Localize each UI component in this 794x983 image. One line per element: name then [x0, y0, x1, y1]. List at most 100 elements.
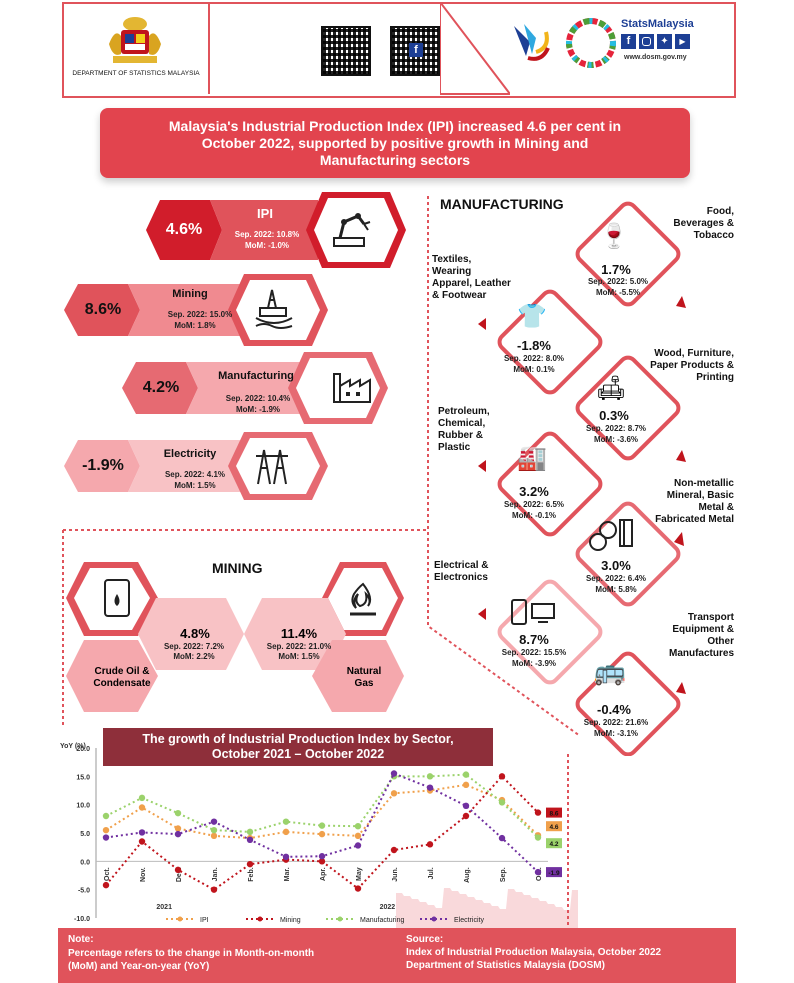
twitter-icon[interactable]: ✦: [657, 34, 672, 49]
brand-name: StatsMalaysia: [621, 18, 694, 30]
data-point: [498, 799, 506, 806]
ipi-title: IPI: [257, 206, 273, 221]
data-point: [354, 823, 362, 830]
mining-section-lines: [62, 529, 426, 726]
data-point: [354, 885, 362, 892]
website-url[interactable]: www.dosm.gov.my: [624, 54, 687, 61]
oil-barrel-icon: [104, 579, 130, 617]
mf-textiles-mom: MoM: 0.1%: [513, 365, 555, 374]
y-tick-label: -10.0: [74, 916, 90, 923]
x-tick-label: Jul.: [428, 867, 435, 879]
source-title: Source:: [406, 934, 444, 945]
social-icons: f ✦ ▶: [621, 34, 690, 49]
data-point: [426, 841, 434, 848]
furniture-icon: 🛋: [595, 375, 627, 402]
overview-shapes: [64, 192, 406, 500]
qr-code-website[interactable]: [321, 26, 371, 76]
x-tick-label: Apr.: [320, 867, 327, 881]
data-point: [138, 829, 146, 836]
mf-metal-mom: MoM: 5.8%: [595, 585, 637, 594]
mining-hexagons: [66, 562, 404, 712]
mf-petroleum-mom: MoM: -0.1%: [512, 511, 556, 520]
gas-flame-icon: [350, 582, 376, 616]
instagram-icon[interactable]: [639, 34, 654, 49]
data-point: [498, 834, 506, 842]
mining-sep: Sep. 2022: 15.0%: [167, 310, 233, 319]
natural-gas-sep: Sep. 2022: 21.0%: [266, 642, 332, 651]
data-point: [534, 868, 542, 876]
end-label: 4.6: [549, 824, 558, 831]
mf-wood-label: Wood, Furniture, Paper Products & Printi…: [650, 348, 734, 383]
ipi-mom: MoM: -1.0%: [245, 241, 289, 250]
data-point: [174, 866, 182, 874]
data-point: [498, 773, 506, 780]
data-point: [174, 830, 182, 838]
data-point: [174, 825, 182, 832]
legend-dot: [177, 916, 183, 922]
data-point: [318, 858, 326, 865]
crude-oil-value: 4.8%: [180, 626, 210, 641]
source-line-2: Department of Statistics Malaysia (DOSM): [406, 960, 605, 971]
department-name: DEPARTMENT OF STATISTICS MALAYSIA: [72, 70, 200, 77]
line-chart: YoY (%)20.0 15.0 10.0 5.0 0.0 -5.0 -10.0 Oct. No…: [60, 743, 578, 928]
mining-value: 8.6%: [84, 301, 122, 318]
manufacturing-section-title: MANUFACTURING: [440, 196, 564, 212]
robot-arm-icon: [333, 213, 371, 247]
y-axis-label: YoY (%): [60, 743, 86, 750]
oil-rig-icon: [255, 289, 293, 329]
data-point: [174, 809, 182, 817]
crude-oil-sep: Sep. 2022: 7.2%: [163, 642, 225, 651]
y-tick-label: 0.0: [80, 859, 90, 866]
x-tick-label: Aug.: [464, 867, 471, 883]
mf-food-label: Food, Beverages & Tobacco: [673, 206, 734, 241]
refinery-icon: 🏭: [517, 445, 547, 472]
header-diagonal: [440, 2, 510, 95]
mf-metal-label: Non-metallic Mineral, Basic Metal & Fabr…: [655, 478, 734, 525]
mf-electrical-mom: MoM: -3.9%: [512, 659, 556, 668]
logo-area: [62, 2, 210, 94]
data-point: [354, 832, 362, 840]
legend-label: Manufacturing: [360, 917, 404, 924]
mf-wood-mom: MoM: -3.6%: [594, 435, 638, 444]
year-label: 2022: [380, 904, 396, 911]
mf-transport-value: -0.4%: [597, 702, 631, 717]
end-label-box: [546, 821, 562, 832]
mf-petroleum-value: 3.2%: [519, 484, 549, 499]
crude-oil-mom: MoM: 2.2%: [173, 652, 215, 661]
note-text: Percentage refers to the change in Month…: [68, 948, 315, 972]
mf-metal-sep: Sep. 2022: 6.4%: [585, 574, 647, 583]
y-tick-label: 10.0: [76, 803, 90, 810]
mf-textiles-value: -1.8%: [517, 338, 551, 353]
youtube-icon[interactable]: ▶: [675, 34, 690, 49]
car-icon: 🚌: [593, 656, 627, 686]
data-point: [318, 853, 326, 860]
facebook-icon[interactable]: f: [621, 34, 636, 49]
data-point: [210, 832, 218, 840]
mf-electrical-label: Electrical & Electronics: [434, 560, 489, 583]
manufacturing-value: 4.2%: [142, 379, 180, 396]
natural-gas-label: Natural Gas: [346, 666, 382, 689]
mining-mom: MoM: 1.8%: [174, 321, 216, 330]
legend-label: Electricity: [454, 917, 484, 924]
shirt-icon: 👕: [517, 303, 547, 330]
data-point: [462, 771, 470, 778]
x-tick-label: Dec.: [176, 867, 183, 882]
manufacturing-diamonds: [427, 196, 686, 756]
mf-petroleum-sep: Sep. 2022: 6.5%: [503, 500, 565, 509]
data-point: [102, 826, 110, 834]
dosm-ribbon-logo: [514, 24, 550, 61]
data-point: [462, 781, 470, 789]
electronics-icon: [511, 599, 555, 625]
chart-title: The growth of Industrial Production Inde…: [103, 728, 493, 766]
data-point: [102, 881, 110, 889]
mining-section-title: MINING: [212, 560, 263, 576]
data-point: [246, 828, 254, 836]
end-label: 8.6: [549, 811, 558, 818]
manufacturing-sep: Sep. 2022: 10.4%: [225, 394, 291, 403]
legend-dot: [431, 916, 437, 922]
sdg-wheel-logo: [566, 18, 616, 68]
legend-label: Mining: [280, 917, 301, 924]
mf-textiles-sep: Sep. 2022: 8.0%: [503, 354, 565, 363]
electricity-value: -1.9%: [82, 457, 124, 474]
data-point: [282, 818, 290, 825]
